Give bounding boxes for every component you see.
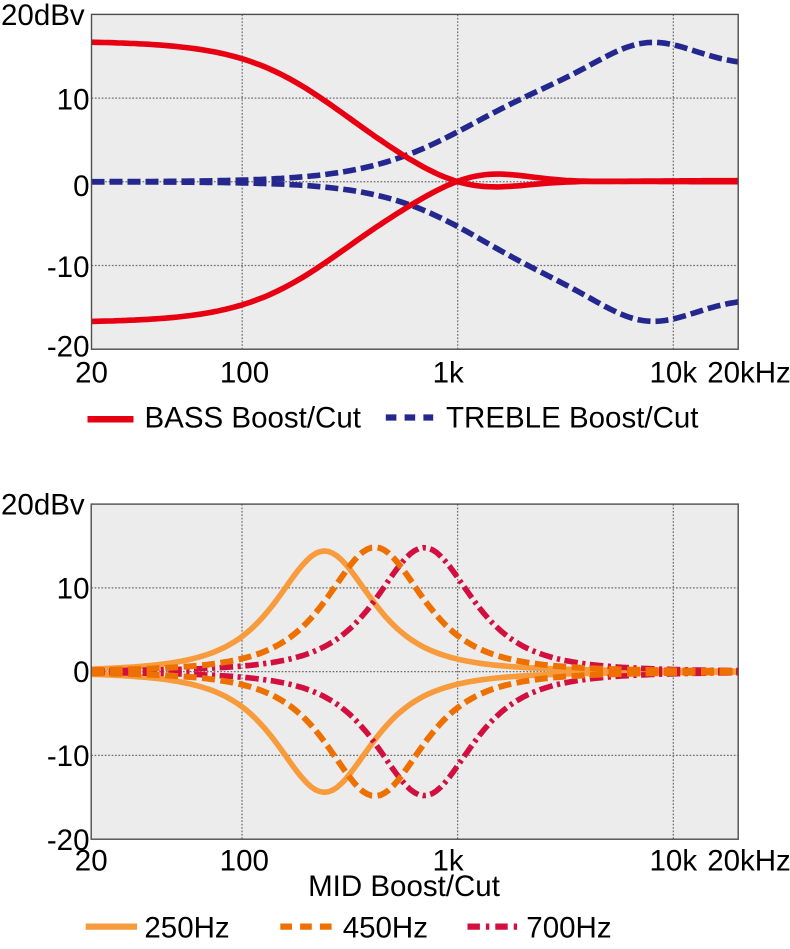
svg-text:20dBv: 20dBv [1, 489, 85, 522]
svg-text:700Hz: 700Hz [526, 912, 611, 945]
svg-text:10: 10 [57, 573, 90, 606]
svg-text:450Hz: 450Hz [343, 912, 428, 945]
svg-text:-20: -20 [47, 330, 90, 363]
svg-text:20: 20 [75, 357, 108, 390]
svg-text:10k: 10k [650, 357, 698, 390]
svg-text:0: 0 [73, 170, 89, 203]
svg-text:1k: 1k [433, 357, 464, 390]
svg-text:10k: 10k [650, 845, 698, 878]
svg-text:20dBv: 20dBv [1, 0, 85, 32]
svg-text:10: 10 [57, 84, 90, 117]
svg-text:100: 100 [220, 357, 269, 390]
svg-text:-20: -20 [47, 824, 90, 857]
svg-text:0: 0 [73, 656, 89, 689]
svg-text:1k: 1k [433, 845, 464, 878]
svg-text:BASS Boost/Cut: BASS Boost/Cut [145, 402, 361, 435]
svg-text:20kHz: 20kHz [707, 845, 790, 878]
svg-text:MID Boost/Cut: MID Boost/Cut [308, 870, 500, 903]
svg-text:20: 20 [75, 845, 108, 878]
svg-text:250Hz: 250Hz [144, 912, 229, 945]
svg-text:100: 100 [220, 845, 269, 878]
svg-text:-10: -10 [47, 740, 90, 773]
svg-text:TREBLE Boost/Cut: TREBLE Boost/Cut [446, 402, 699, 435]
svg-text:-10: -10 [47, 251, 90, 284]
svg-text:20kHz: 20kHz [707, 357, 790, 390]
